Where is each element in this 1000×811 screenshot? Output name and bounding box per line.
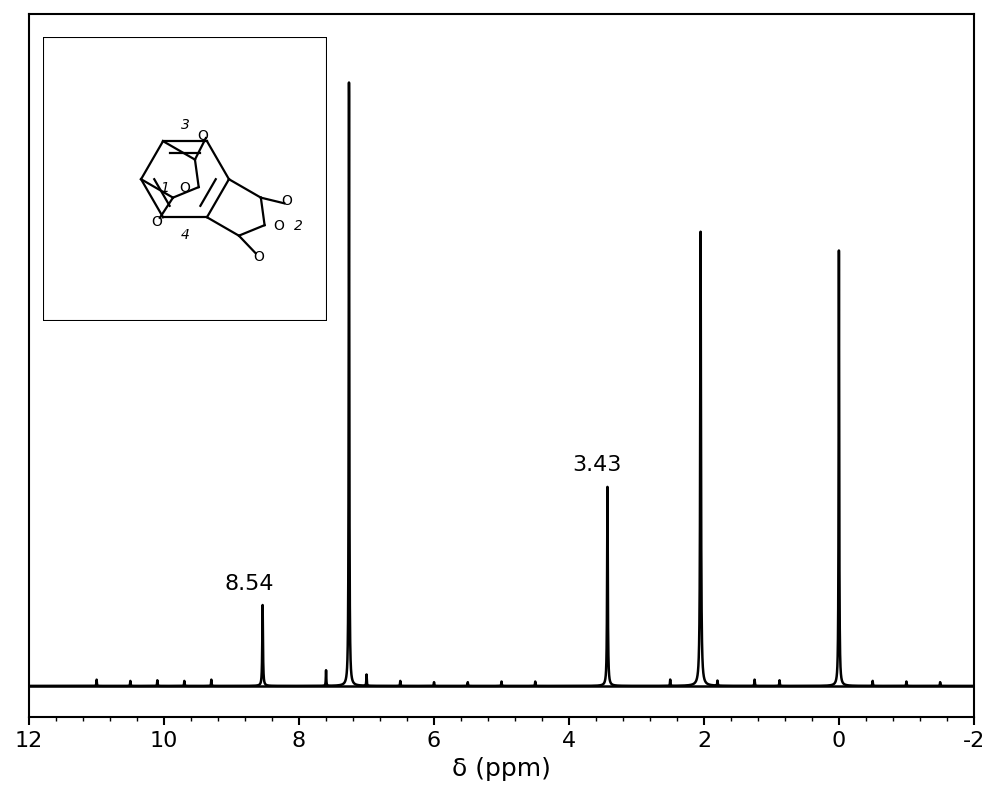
X-axis label: δ (ppm): δ (ppm) bbox=[452, 756, 551, 780]
Text: 3.43: 3.43 bbox=[573, 455, 622, 474]
Text: 8.54: 8.54 bbox=[224, 573, 274, 593]
